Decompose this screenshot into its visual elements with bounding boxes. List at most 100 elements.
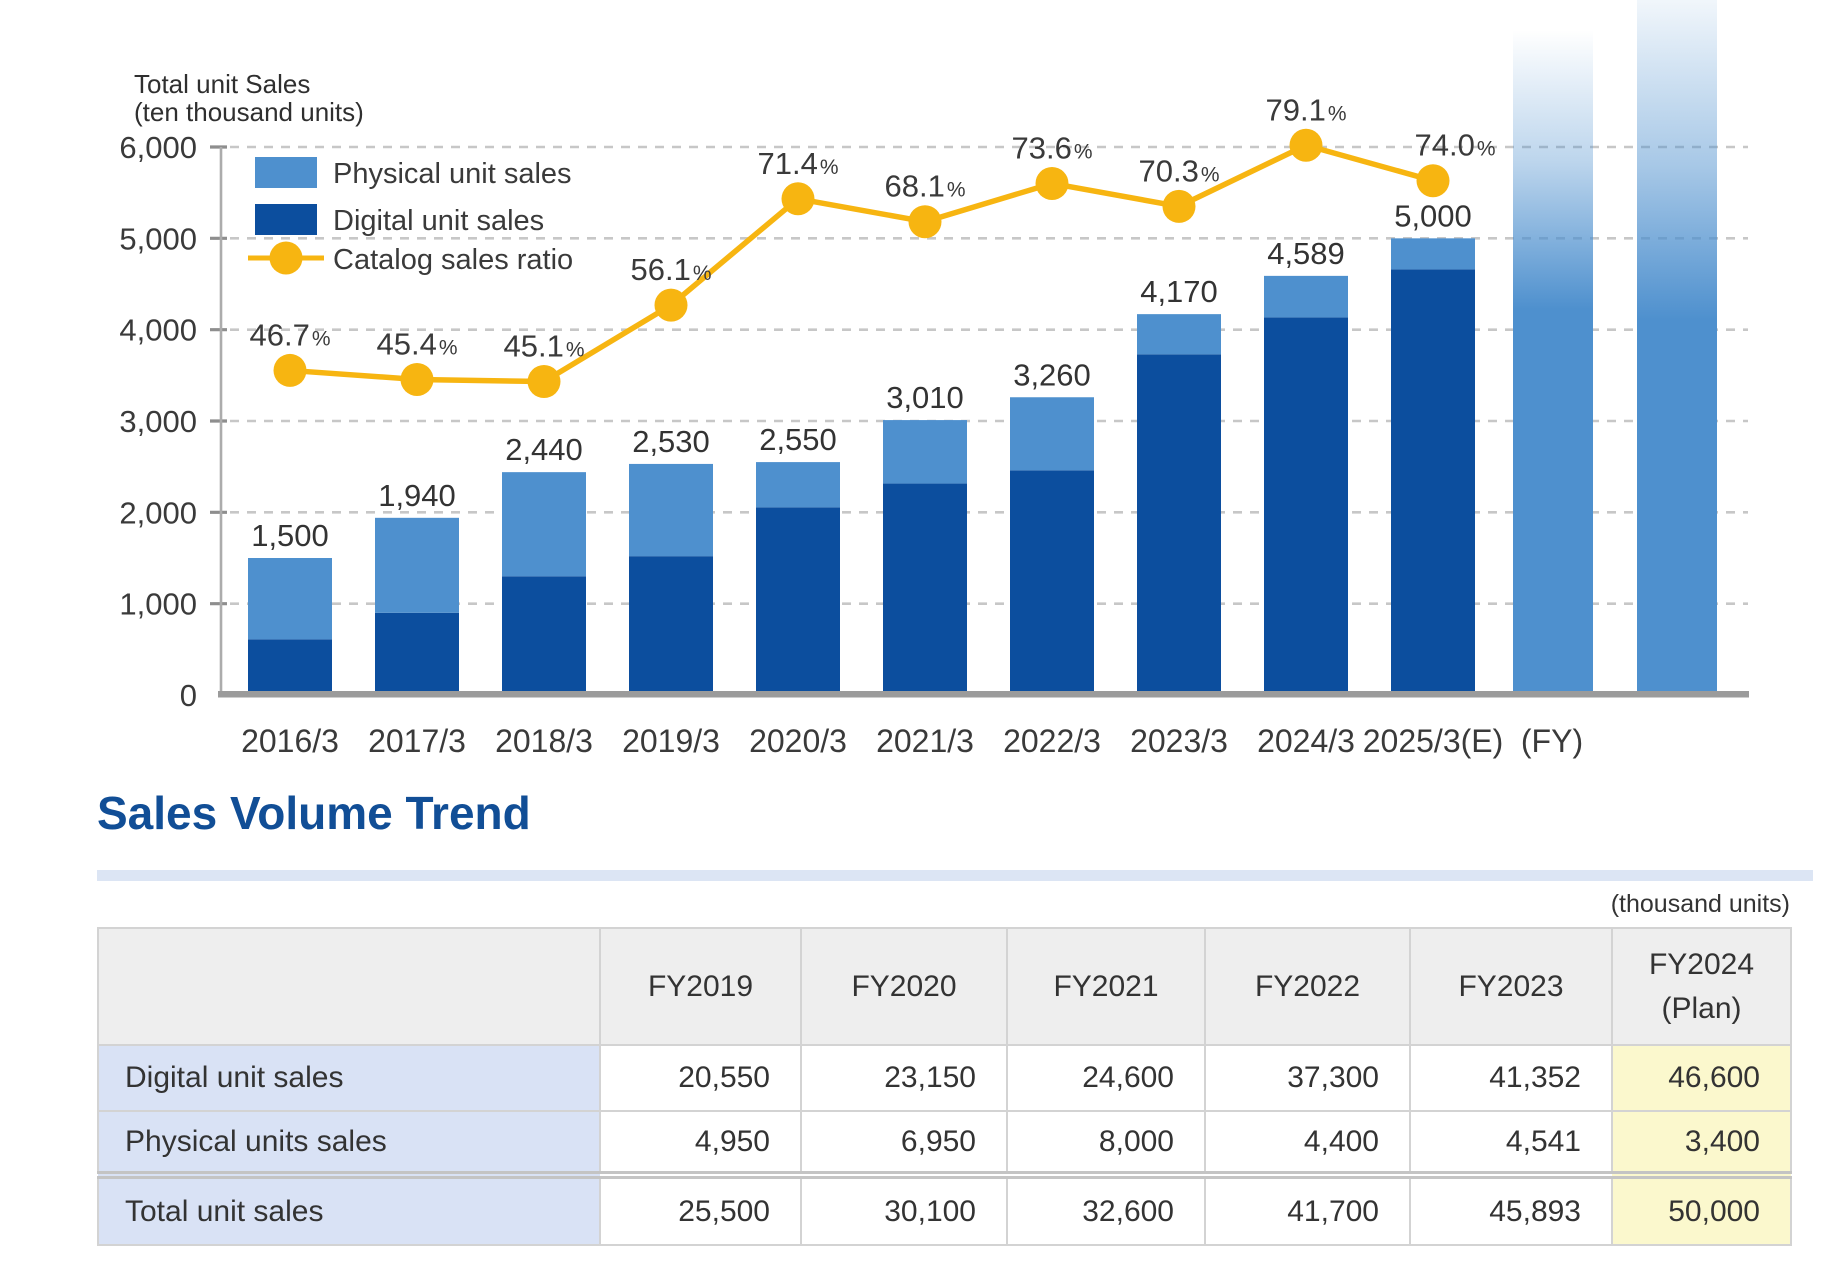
ratio-point	[1416, 164, 1450, 198]
bar-physical	[248, 558, 332, 640]
table-cell: 4,400	[1204, 1110, 1411, 1176]
bar-total-label: 3,260	[1013, 357, 1091, 392]
bar-total-label: 1,500	[251, 518, 329, 553]
bar-digital	[883, 483, 967, 695]
bar-physical	[1391, 238, 1475, 270]
ratio-point	[781, 182, 815, 216]
table-cell: 25,500	[599, 1171, 802, 1246]
y-axis-title-line2: (ten thousand units)	[134, 97, 364, 127]
plan-header-line2: (Plan)	[1661, 991, 1742, 1025]
ratio-label: 56.1%	[630, 252, 711, 287]
y-axis-tick-label: 2,000	[119, 495, 197, 530]
column-header: FY2023	[1409, 927, 1613, 1046]
ratio-label: 45.1%	[503, 329, 584, 364]
ratio-point	[1162, 189, 1196, 223]
column-header-plan: FY2024 (Plan)	[1611, 927, 1792, 1046]
bar-digital	[248, 639, 332, 695]
table-header-row: FY2019 FY2020 FY2021 FY2022 FY2023 FY202…	[97, 927, 1792, 1046]
x-axis-label: 2023/3	[1130, 723, 1228, 759]
sales-chart: 0 1,000 2,000 3,000 4,000 5,000 6,000 1,500 2016…	[119, 0, 1749, 759]
bar-physical	[1010, 397, 1094, 471]
bar-digital	[375, 612, 459, 695]
column-header: FY2020	[800, 927, 1008, 1046]
table-cell: 6,950	[800, 1110, 1008, 1176]
x-axis-unit-label: (FY)	[1521, 723, 1583, 759]
x-axis-label: 2024/3	[1257, 723, 1355, 759]
ratio-label: 68.1%	[884, 169, 965, 204]
x-axis-baseline	[218, 691, 1749, 698]
table-cell: 32,600	[1006, 1171, 1206, 1246]
ratio-point	[908, 205, 942, 239]
section-title: Sales Volume Trend	[97, 787, 531, 839]
column-header: FY2019	[599, 927, 802, 1046]
ratio-point	[273, 353, 307, 387]
table-cell: 24,600	[1006, 1044, 1206, 1112]
x-axis-label: 2022/3	[1003, 723, 1101, 759]
decorative-bar	[1513, 30, 1593, 695]
ratio-label: 45.4%	[376, 326, 457, 361]
row-label: Digital unit sales	[97, 1044, 601, 1112]
x-axis-label: 2016/3	[241, 723, 339, 759]
bar-digital	[1010, 470, 1094, 695]
plan-header-line1: FY2024	[1648, 948, 1755, 981]
table-row-total: Total unit sales 25,500 30,100 32,600 41…	[97, 1171, 1792, 1246]
x-axis-label: 2025/3(E)	[1363, 723, 1504, 759]
y-axis-tick-label: 4,000	[119, 313, 197, 348]
x-axis-label: 2021/3	[876, 723, 974, 759]
table-units-note: (thousand units)	[1610, 890, 1790, 918]
bar-physical	[375, 517, 459, 613]
ratio-label: 71.4%	[757, 146, 838, 181]
column-header: FY2021	[1006, 927, 1206, 1046]
bar-digital	[502, 576, 586, 695]
ratio-label: 70.3%	[1138, 153, 1219, 188]
bar-total-label: 4,589	[1267, 236, 1345, 271]
table-row: Physical units sales 4,950 6,950 8,000 4…	[97, 1110, 1792, 1176]
table-cell: 4,950	[599, 1110, 802, 1176]
bar-total-label: 2,440	[505, 432, 583, 467]
bar-digital	[1137, 354, 1221, 695]
legend-swatch-digital	[255, 204, 317, 235]
bar-physical	[629, 463, 713, 557]
table-cell: 8,000	[1006, 1110, 1206, 1176]
ratio-label: 74.0%	[1414, 128, 1495, 163]
bar-total-label: 2,550	[759, 422, 837, 457]
ratio-label: 46.7%	[249, 317, 330, 352]
y-axis-tick-label: 0	[180, 678, 197, 713]
bar-total-label: 3,010	[886, 380, 964, 415]
ratio-point	[654, 288, 688, 322]
table-cell: 4,541	[1409, 1110, 1613, 1176]
row-label: Physical units sales	[97, 1110, 601, 1176]
x-axis-label: 2017/3	[368, 723, 466, 759]
table-corner-cell	[97, 927, 601, 1046]
ratio-point	[1035, 166, 1069, 200]
ratio-label: 79.1%	[1265, 92, 1346, 127]
table-cell: 41,700	[1204, 1171, 1411, 1246]
legend-label-digital: Digital unit sales	[333, 205, 544, 237]
bar-physical	[1264, 275, 1348, 318]
bar-physical	[502, 472, 586, 577]
row-label: Total unit sales	[97, 1171, 601, 1246]
x-axis-label: 2020/3	[749, 723, 847, 759]
table-cell: 45,893	[1409, 1171, 1613, 1246]
table-cell: 30,100	[800, 1171, 1008, 1246]
table-cell-plan: 46,600	[1611, 1044, 1792, 1112]
bar-total-label: 5,000	[1394, 198, 1472, 233]
bar-digital	[1264, 317, 1348, 695]
bar-digital	[756, 507, 840, 695]
ratio-label: 73.6%	[1011, 130, 1092, 165]
legend-label-physical: Physical unit sales	[333, 158, 572, 190]
column-header: FY2022	[1204, 927, 1411, 1046]
decorative-bar	[1637, 0, 1717, 695]
y-axis-tick-label: 3,000	[119, 404, 197, 439]
y-axis-tick-label: 6,000	[119, 130, 197, 165]
y-axis-tick-label: 5,000	[119, 221, 197, 256]
table-cell-plan: 3,400	[1611, 1110, 1792, 1176]
ratio-line	[287, 142, 1436, 385]
y-axis-tick-label: 1,000	[119, 587, 197, 622]
ratio-point	[527, 365, 561, 399]
bar-digital	[1391, 269, 1475, 695]
x-axis-label: 2019/3	[622, 723, 720, 759]
bar-physical	[1137, 314, 1221, 355]
section-divider	[97, 870, 1813, 881]
